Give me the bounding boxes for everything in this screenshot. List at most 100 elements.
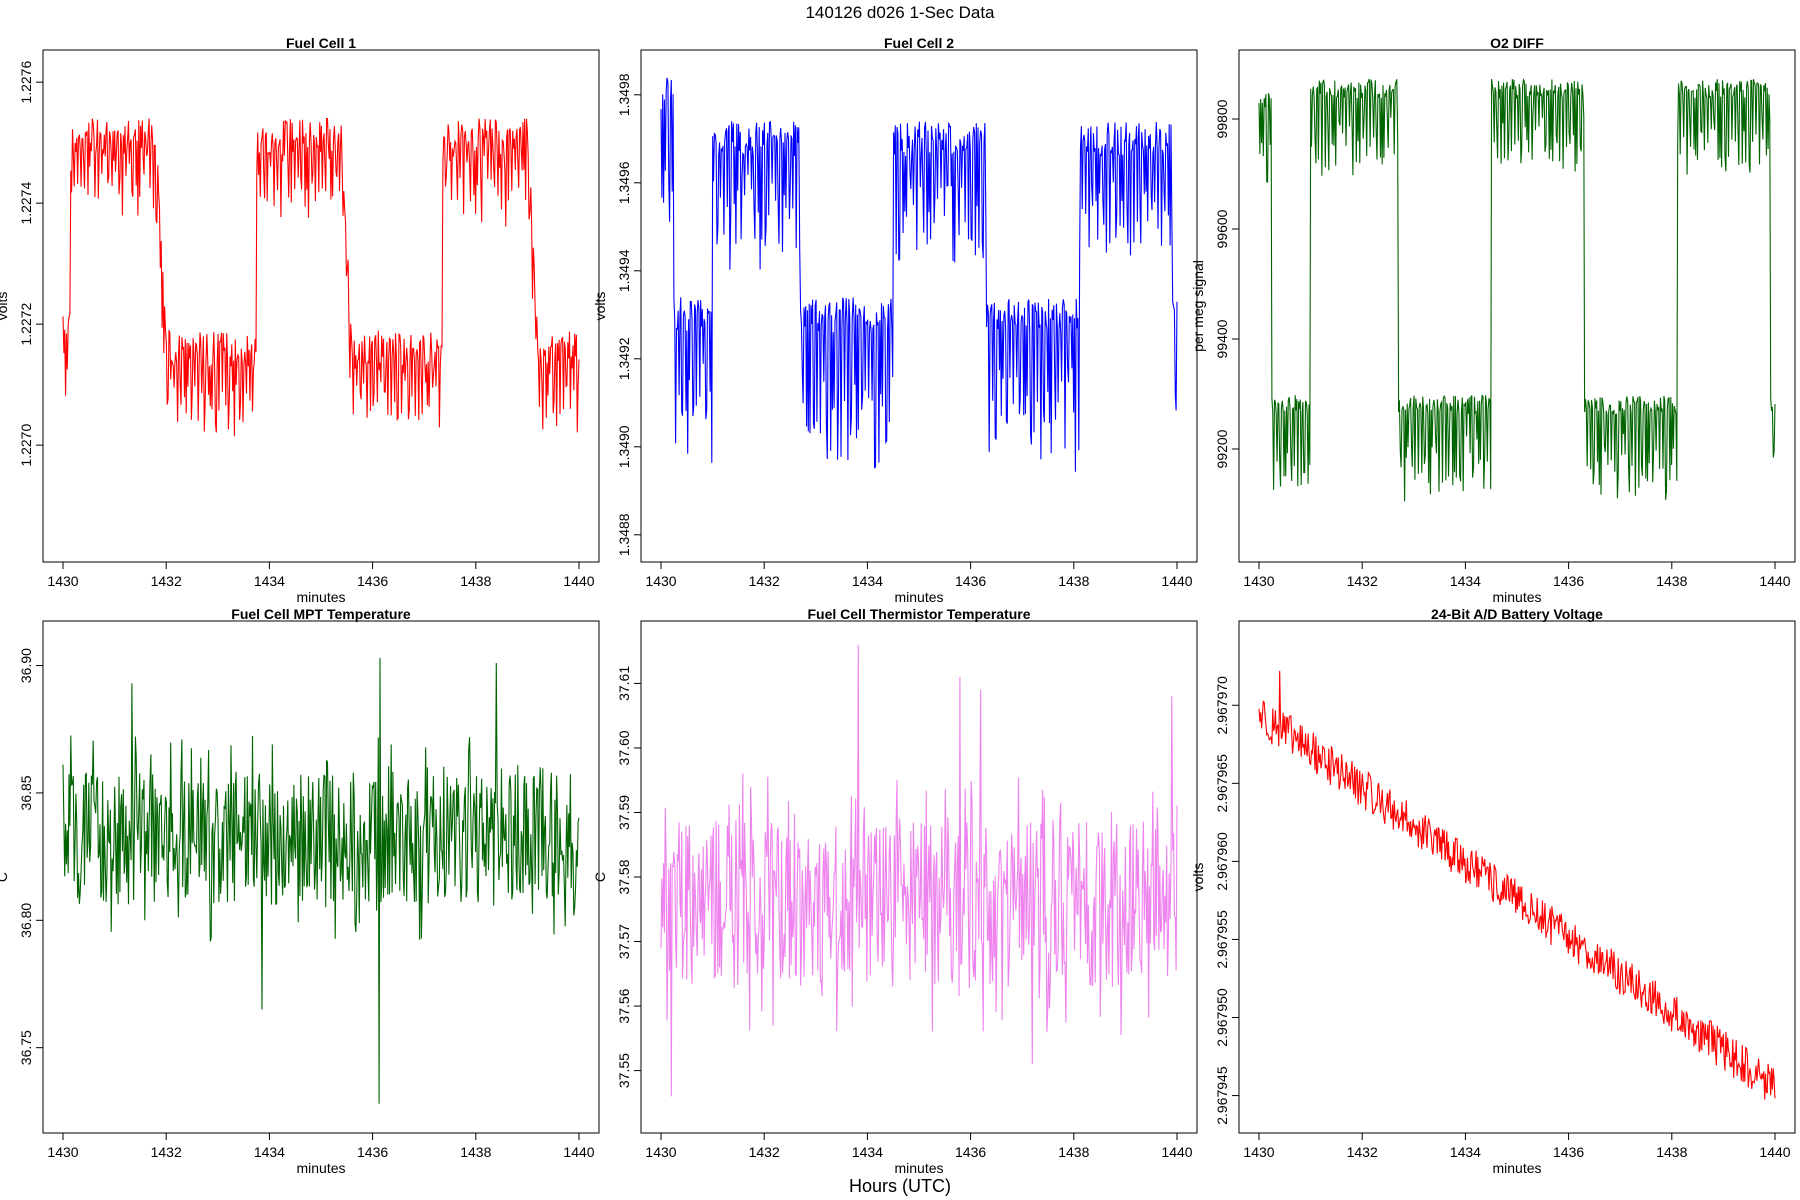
y-tick-label: 1.2274 [18, 182, 34, 225]
x-tick-label: 1430 [1243, 1144, 1274, 1160]
y-tick-label: 37.59 [616, 795, 632, 830]
y-tick-label: 1.2276 [18, 61, 34, 104]
y-tick-label: 36.75 [18, 1030, 34, 1065]
y-tick-label: 1.3494 [616, 249, 632, 292]
y-tick-label: 2.967960 [1214, 832, 1230, 891]
x-tick-label: 1432 [1347, 573, 1378, 589]
x-axis-label: minutes [1492, 589, 1541, 605]
y-tick-label: 37.55 [616, 1053, 632, 1088]
plot-frame [1238, 620, 1796, 1134]
x-tick-label: 1432 [151, 573, 182, 589]
y-axis-label: C [592, 872, 608, 882]
x-tick-label: 1434 [852, 573, 883, 589]
y-tick-label: 37.61 [616, 666, 632, 701]
y-tick-label: 1.2272 [18, 303, 34, 346]
y-tick-label: 2.967950 [1214, 988, 1230, 1047]
panel-title: O2 DIFF [1490, 35, 1544, 51]
x-tick-label: 1432 [1347, 1144, 1378, 1160]
x-tick-label: 1432 [151, 1144, 182, 1160]
x-tick-label: 1438 [460, 1144, 491, 1160]
panel-4: Fuel Cell MPT Temperature 1430 1432 1434 143… [0, 606, 600, 1176]
series-line [1258, 78, 1776, 502]
y-tick-label: 37.56 [616, 988, 632, 1023]
x-tick-label: 1432 [749, 573, 780, 589]
panel-title: Fuel Cell Thermistor Temperature [807, 606, 1030, 622]
x-tick-label: 1430 [645, 1144, 676, 1160]
y-tick-label: 99200 [1214, 429, 1230, 468]
series-line [660, 77, 1178, 472]
y-tick-label: 1.2270 [18, 424, 34, 467]
x-tick-label: 1436 [1553, 1144, 1584, 1160]
x-tick-label: 1440 [1161, 1144, 1192, 1160]
x-tick-label: 1434 [1450, 1144, 1481, 1160]
panels: Fuel Cell 1 1430 1432 1434 1436 1438 1440 minut… [0, 35, 1796, 1176]
y-tick-label: 36.80 [18, 903, 34, 938]
x-tick-label: 1430 [47, 573, 78, 589]
y-tick-label: 2.967945 [1214, 1066, 1230, 1125]
x-tick-label: 1440 [1759, 1144, 1790, 1160]
series-line [660, 644, 1178, 1097]
x-tick-label: 1440 [1759, 573, 1790, 589]
y-tick-label: 2.967955 [1214, 910, 1230, 969]
y-tick-label: 2.967970 [1214, 676, 1230, 735]
x-tick-label: 1436 [357, 573, 388, 589]
y-tick-label: 36.90 [18, 648, 34, 683]
y-axis-label: volts [0, 292, 10, 321]
y-tick-label: 36.85 [18, 775, 34, 810]
panel-2: Fuel Cell 2 1430 1432 1434 1436 1438 1440 minut… [592, 35, 1198, 605]
x-tick-label: 1436 [1553, 573, 1584, 589]
y-tick-label: 2.967965 [1214, 754, 1230, 813]
x-axis-label: minutes [894, 1160, 943, 1176]
y-tick-label: 37.57 [616, 924, 632, 959]
x-tick-label: 1430 [1243, 573, 1274, 589]
x-tick-label: 1434 [1450, 573, 1481, 589]
x-tick-label: 1438 [460, 573, 491, 589]
panel-5: Fuel Cell Thermistor Temperature 1430 1432… [592, 606, 1198, 1176]
series-line [62, 657, 580, 1104]
x-tick-label: 1438 [1656, 573, 1687, 589]
x-tick-label: 1440 [1161, 573, 1192, 589]
y-tick-label: 37.58 [616, 859, 632, 894]
x-tick-label: 1436 [357, 1144, 388, 1160]
y-axis-label: C [0, 872, 10, 882]
figure-bottom-label: Hours (UTC) [849, 1176, 951, 1196]
y-tick-label: 1.3490 [616, 425, 632, 468]
x-tick-label: 1436 [955, 573, 986, 589]
y-tick-label: 1.3496 [616, 161, 632, 204]
series-line [1258, 670, 1776, 1100]
y-tick-label: 1.3488 [616, 513, 632, 556]
y-axis-label: volts [592, 292, 608, 321]
x-tick-label: 1438 [1058, 573, 1089, 589]
x-tick-label: 1430 [645, 573, 676, 589]
x-axis-label: minutes [296, 1160, 345, 1176]
x-tick-label: 1432 [749, 1144, 780, 1160]
x-axis-label: minutes [1492, 1160, 1541, 1176]
x-tick-label: 1440 [563, 573, 594, 589]
panel-title: Fuel Cell 1 [286, 35, 356, 51]
x-tick-label: 1434 [852, 1144, 883, 1160]
panel-6: 24-Bit A/D Battery Voltage 1430 1432 1434 14… [1190, 606, 1796, 1176]
y-tick-label: 99400 [1214, 319, 1230, 358]
figure-title: 140126 d026 1-Sec Data [805, 3, 995, 22]
x-tick-label: 1438 [1058, 1144, 1089, 1160]
panel-title: 24-Bit A/D Battery Voltage [1431, 606, 1603, 622]
series-line [62, 117, 580, 437]
y-tick-label: 1.3498 [616, 73, 632, 116]
x-axis-label: minutes [296, 589, 345, 605]
y-axis-label: volts [1190, 863, 1206, 892]
x-tick-label: 1434 [254, 1144, 285, 1160]
x-tick-label: 1430 [47, 1144, 78, 1160]
x-tick-label: 1438 [1656, 1144, 1687, 1160]
y-tick-label: 37.60 [616, 730, 632, 765]
x-tick-label: 1436 [955, 1144, 986, 1160]
y-tick-label: 1.3492 [616, 337, 632, 380]
panel-3: O2 DIFF 1430 1432 1434 1436 1438 1440 minutes 99… [1190, 35, 1796, 605]
panel-title: Fuel Cell MPT Temperature [231, 606, 411, 622]
x-tick-label: 1434 [254, 573, 285, 589]
x-tick-label: 1440 [563, 1144, 594, 1160]
x-axis-label: minutes [894, 589, 943, 605]
panel-title: Fuel Cell 2 [884, 35, 954, 51]
panel-1: Fuel Cell 1 1430 1432 1434 1436 1438 1440 minut… [0, 35, 600, 605]
y-axis-label: per meg signal [1190, 260, 1206, 352]
